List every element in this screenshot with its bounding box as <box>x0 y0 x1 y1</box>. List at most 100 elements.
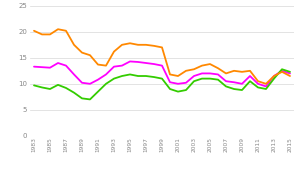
Femmes <box>280 71 284 73</box>
Hommes <box>120 75 124 77</box>
Femmes <box>72 44 76 46</box>
Femmes <box>80 51 84 54</box>
Total <box>152 63 156 65</box>
Hommes <box>272 77 276 80</box>
Hommes <box>192 80 196 82</box>
Hommes <box>152 76 156 78</box>
Femmes <box>40 33 44 36</box>
Total <box>48 67 52 69</box>
Total <box>176 83 180 85</box>
Femmes <box>152 45 156 47</box>
Hommes <box>136 75 140 77</box>
Total <box>208 72 212 74</box>
Total <box>40 66 44 68</box>
Femmes <box>32 30 36 32</box>
Total <box>248 75 252 77</box>
Femmes <box>192 68 196 70</box>
Total <box>144 62 148 64</box>
Hommes <box>280 68 284 70</box>
Femmes <box>184 70 188 72</box>
Hommes <box>88 98 92 100</box>
Femmes <box>120 44 124 46</box>
Total <box>128 60 132 63</box>
Hommes <box>96 90 100 93</box>
Hommes <box>112 77 116 80</box>
Femmes <box>248 70 252 72</box>
Femmes <box>128 42 132 44</box>
Femmes <box>96 63 100 66</box>
Femmes <box>56 28 60 30</box>
Hommes <box>104 83 108 85</box>
Hommes <box>64 87 68 89</box>
Hommes <box>256 86 260 89</box>
Hommes <box>176 90 180 93</box>
Hommes <box>216 79 220 81</box>
Hommes <box>48 88 52 90</box>
Line: Hommes: Hommes <box>34 69 290 99</box>
Total <box>224 80 228 82</box>
Hommes <box>264 88 268 90</box>
Total <box>80 82 84 84</box>
Hommes <box>168 88 172 90</box>
Hommes <box>56 84 60 86</box>
Total <box>184 82 188 84</box>
Femmes <box>136 44 140 46</box>
Hommes <box>240 89 244 91</box>
Femmes <box>216 67 220 69</box>
Total <box>192 75 196 77</box>
Total <box>72 73 76 76</box>
Femmes <box>240 71 244 73</box>
Total <box>232 81 236 83</box>
Femmes <box>160 46 164 48</box>
Total <box>264 85 268 87</box>
Line: Femmes: Femmes <box>34 29 290 84</box>
Total <box>112 66 116 68</box>
Line: Total: Total <box>34 61 290 86</box>
Hommes <box>160 77 164 80</box>
Total <box>168 81 172 83</box>
Femmes <box>112 50 116 53</box>
Femmes <box>168 73 172 76</box>
Femmes <box>272 75 276 77</box>
Femmes <box>288 75 292 77</box>
Femmes <box>256 80 260 82</box>
Hommes <box>80 97 84 100</box>
Femmes <box>264 83 268 85</box>
Total <box>240 83 244 85</box>
Hommes <box>144 75 148 77</box>
Hommes <box>32 84 36 87</box>
Total <box>288 72 292 74</box>
Total <box>216 73 220 76</box>
Total <box>96 79 100 81</box>
Hommes <box>232 88 236 90</box>
Total <box>160 64 164 67</box>
Hommes <box>224 85 228 87</box>
Femmes <box>48 33 52 36</box>
Femmes <box>232 70 236 72</box>
Femmes <box>104 64 108 67</box>
Total <box>136 61 140 63</box>
Femmes <box>224 72 228 74</box>
Total <box>64 64 68 67</box>
Total <box>272 75 276 77</box>
Total <box>280 70 284 72</box>
Femmes <box>208 63 212 65</box>
Femmes <box>64 30 68 32</box>
Total <box>120 64 124 67</box>
Femmes <box>144 44 148 46</box>
Total <box>200 72 204 74</box>
Total <box>104 73 108 76</box>
Total <box>32 66 36 68</box>
Total <box>56 62 60 64</box>
Femmes <box>200 64 204 67</box>
Total <box>88 83 92 85</box>
Hommes <box>72 92 76 94</box>
Total <box>256 83 260 85</box>
Hommes <box>184 89 188 91</box>
Femmes <box>176 75 180 77</box>
Femmes <box>88 54 92 56</box>
Hommes <box>40 86 44 89</box>
Hommes <box>128 73 132 76</box>
Hommes <box>200 77 204 80</box>
Hommes <box>248 80 252 82</box>
